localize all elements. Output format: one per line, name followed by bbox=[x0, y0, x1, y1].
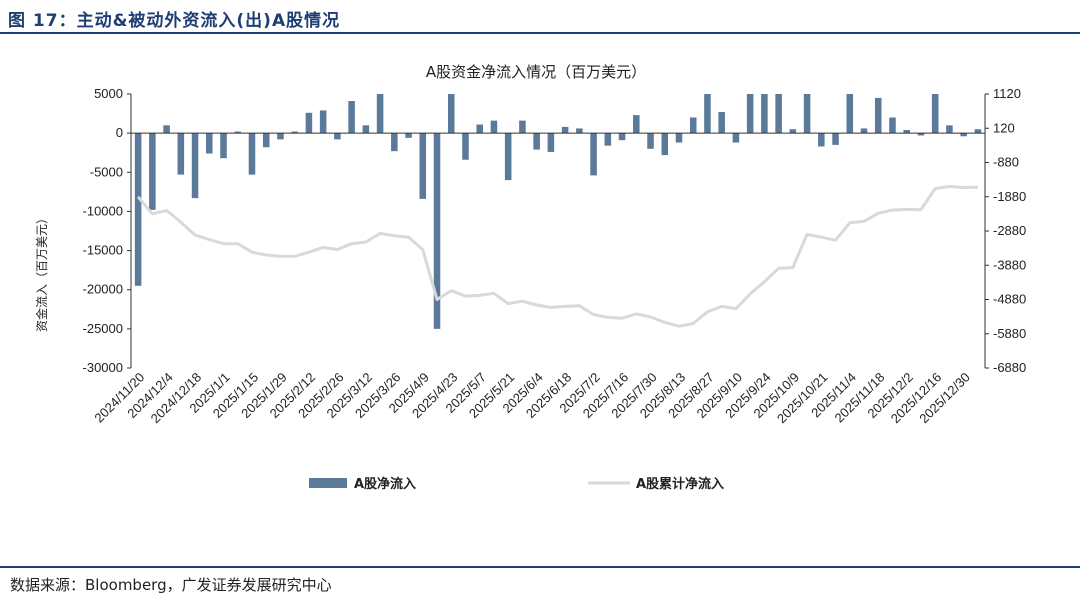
bar-58 bbox=[960, 133, 967, 137]
bar-35 bbox=[633, 115, 640, 134]
bar-56 bbox=[931, 94, 939, 134]
bar-29 bbox=[547, 133, 555, 152]
y2-tick-label: 120 bbox=[993, 120, 1015, 135]
legend-bar-swatch bbox=[309, 478, 347, 488]
bar-33 bbox=[604, 133, 612, 146]
y2-tick-label: -4880 bbox=[993, 292, 1026, 307]
bar-24 bbox=[476, 124, 483, 134]
bar-25 bbox=[490, 120, 498, 134]
bar-31 bbox=[576, 128, 583, 134]
y-tick-label: -5000 bbox=[90, 164, 123, 179]
bar-42 bbox=[732, 133, 740, 143]
bar-45 bbox=[775, 94, 782, 134]
bar-36 bbox=[647, 133, 654, 149]
bar-53 bbox=[889, 117, 896, 134]
bar-10 bbox=[277, 133, 284, 140]
bar-6 bbox=[220, 133, 227, 159]
bar-26 bbox=[504, 133, 512, 181]
y2-tick-label: -2880 bbox=[993, 223, 1026, 238]
bar-23 bbox=[462, 133, 469, 160]
source-note: 数据来源：Bloomberg，广发证券发展研究中心 bbox=[10, 576, 332, 594]
bar-37 bbox=[661, 133, 669, 156]
y2-tick-label: -1880 bbox=[993, 189, 1026, 204]
bar-50 bbox=[846, 94, 854, 134]
y2-tick-label: -5880 bbox=[993, 326, 1026, 341]
bar-13 bbox=[319, 110, 327, 134]
bar-52 bbox=[874, 97, 882, 134]
figure-title: 图 17：主动&被动外资流入(出)A股情况 bbox=[8, 11, 341, 31]
bar-32 bbox=[590, 133, 597, 176]
bar-27 bbox=[519, 120, 526, 134]
bar-19 bbox=[405, 133, 412, 138]
bar-9 bbox=[262, 133, 270, 148]
bar-51 bbox=[860, 128, 868, 134]
bar-4 bbox=[191, 133, 199, 199]
chart: A股资金净流入情况（百万美元） 5000 0 -5000 -10000 -15000 -2… bbox=[34, 63, 1027, 492]
y-tick-label: -20000 bbox=[83, 282, 123, 297]
bar-16 bbox=[362, 125, 370, 134]
y-tick-label: -10000 bbox=[83, 203, 123, 218]
chart-title: A股资金净流入情况（百万美元） bbox=[426, 63, 646, 81]
bar-34 bbox=[618, 133, 626, 141]
plot-area: 5000 0 -5000 -10000 -15000 -20000 -25000 -30000… bbox=[83, 86, 1027, 426]
bar-14 bbox=[334, 133, 341, 140]
bar-59 bbox=[974, 129, 982, 134]
bar-38 bbox=[675, 133, 683, 143]
legend-label-net-inflow: A股净流入 bbox=[354, 476, 416, 492]
y2-tick-label: -6880 bbox=[993, 360, 1026, 375]
cumulative-line bbox=[136, 185, 978, 328]
y-tick-label: -25000 bbox=[83, 321, 123, 336]
bar-5 bbox=[206, 133, 213, 154]
bar-49 bbox=[832, 133, 839, 145]
bar-48 bbox=[818, 133, 825, 147]
y2-tick-label: -880 bbox=[993, 155, 1019, 170]
bar-55 bbox=[917, 133, 925, 136]
y2-tick-label: -3880 bbox=[993, 257, 1026, 272]
y2-tick-label: 1120 bbox=[993, 86, 1021, 101]
legend: A股净流入 A股累计净流入 bbox=[309, 476, 724, 492]
bar-44 bbox=[761, 94, 768, 134]
bar-11 bbox=[291, 131, 298, 134]
bar-22 bbox=[447, 94, 455, 134]
bar-57 bbox=[946, 125, 953, 134]
y-axis-label: 资金流入（百万美元） bbox=[34, 212, 49, 332]
bar-2 bbox=[163, 125, 170, 134]
bar-20 bbox=[419, 133, 427, 199]
bar-40 bbox=[704, 94, 711, 134]
bar-18 bbox=[391, 133, 398, 152]
bar-46 bbox=[789, 129, 797, 134]
bar-7 bbox=[234, 131, 242, 134]
top-rule bbox=[0, 32, 1080, 34]
bar-39 bbox=[689, 117, 697, 134]
bar-43 bbox=[746, 94, 754, 134]
bar-17 bbox=[376, 94, 384, 134]
bar-21 bbox=[433, 133, 441, 329]
bottom-rule bbox=[0, 566, 1080, 568]
bar-3 bbox=[177, 133, 185, 175]
bar-0 bbox=[134, 133, 142, 286]
bar-54 bbox=[903, 130, 910, 134]
bar-28 bbox=[533, 133, 540, 150]
bar-12 bbox=[305, 112, 313, 134]
bar-15 bbox=[348, 101, 355, 134]
bar-1 bbox=[149, 133, 156, 210]
bar-30 bbox=[561, 126, 569, 134]
y-tick-label: 5000 bbox=[94, 86, 123, 101]
y-tick-label: 0 bbox=[116, 125, 123, 140]
bar-41 bbox=[718, 112, 725, 134]
bar-8 bbox=[248, 133, 256, 175]
legend-label-cumulative-inflow: A股累计净流入 bbox=[636, 476, 724, 492]
y-tick-label: -15000 bbox=[83, 243, 123, 258]
bar-47 bbox=[803, 94, 811, 134]
y-tick-label: -30000 bbox=[83, 360, 123, 375]
